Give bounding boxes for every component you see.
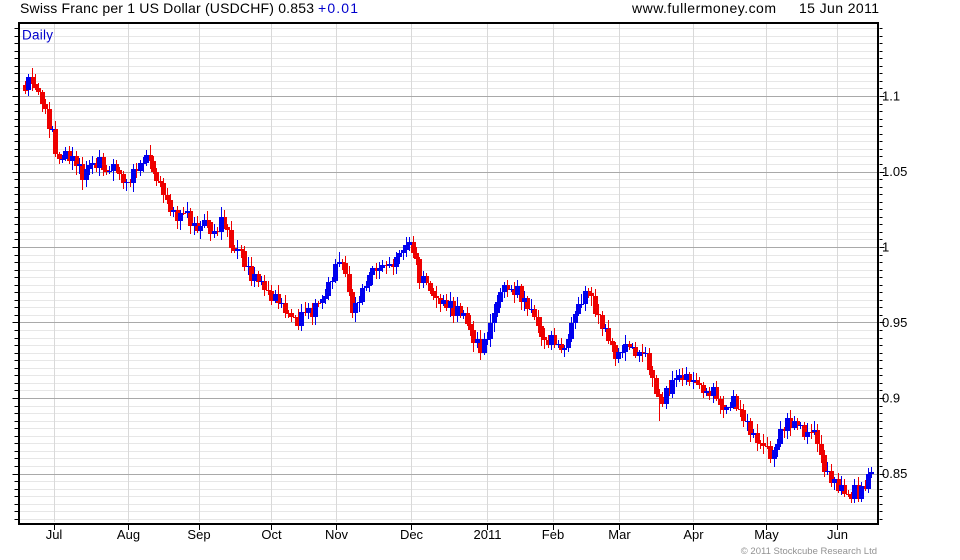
svg-text:Dec: Dec [400,527,424,542]
svg-text:Feb: Feb [542,527,564,542]
svg-text:Mar: Mar [608,527,631,542]
svg-text:1: 1 [882,240,889,255]
svg-text:Sep: Sep [187,527,210,542]
svg-text:Aug: Aug [117,527,140,542]
svg-text:Swiss Franc per 1 US Dollar (U: Swiss Franc per 1 US Dollar (USDCHF) 0.8… [20,0,314,16]
svg-text:Jun: Jun [827,527,848,542]
svg-text:1.1: 1.1 [882,89,900,104]
svg-text:+0.01: +0.01 [318,0,358,16]
svg-text:Apr: Apr [683,527,704,542]
svg-text:15 Jun 2011: 15 Jun 2011 [799,0,879,16]
svg-text:0.9: 0.9 [882,391,900,406]
svg-text:Nov: Nov [325,527,349,542]
svg-text:0.95: 0.95 [882,315,907,330]
svg-text:© 2011 Stockcube Research Ltd: © 2011 Stockcube Research Ltd [741,546,877,557]
svg-text:Daily: Daily [22,28,53,43]
svg-text:Jul: Jul [46,527,63,542]
svg-text:1.05: 1.05 [882,164,907,179]
svg-text:Oct: Oct [261,527,282,542]
svg-text:May: May [754,527,779,542]
svg-text:2011: 2011 [474,527,502,542]
svg-text:0.85: 0.85 [882,466,907,481]
svg-text:www.fullermoney.com: www.fullermoney.com [631,0,776,16]
